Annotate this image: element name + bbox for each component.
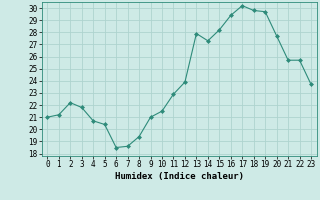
X-axis label: Humidex (Indice chaleur): Humidex (Indice chaleur) (115, 172, 244, 181)
